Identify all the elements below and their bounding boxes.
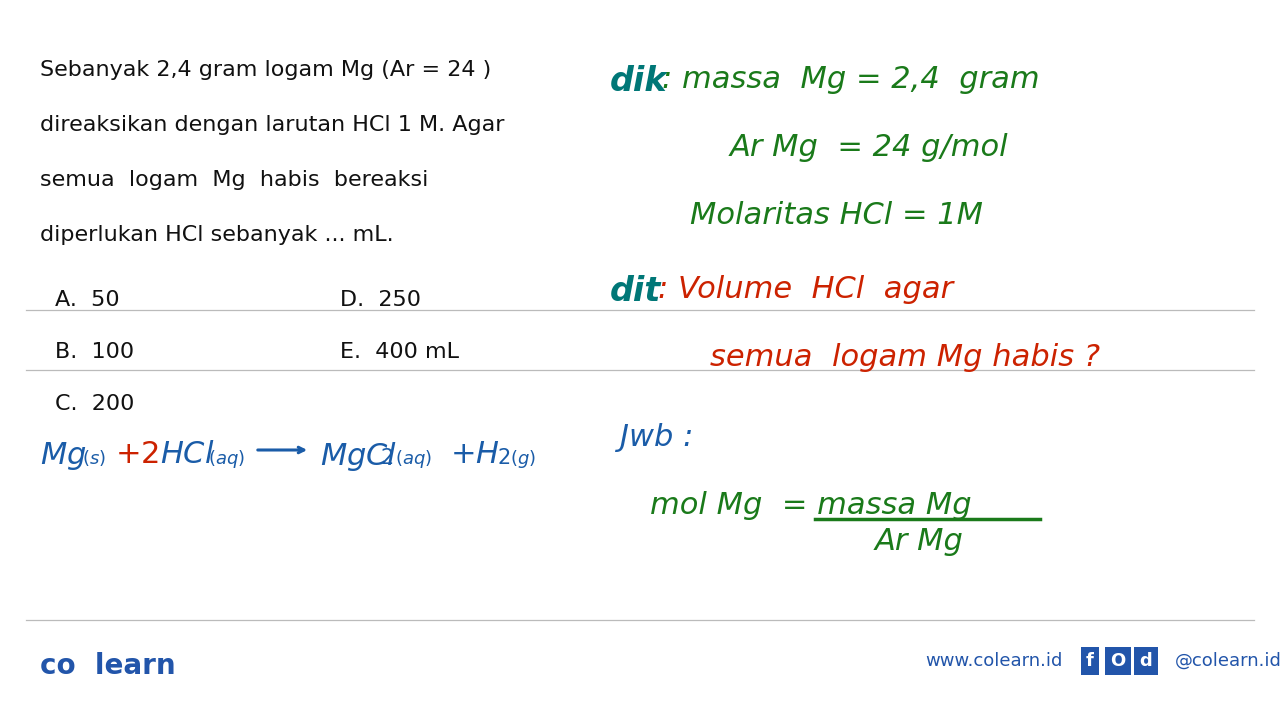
- Text: Ar Mg: Ar Mg: [876, 527, 964, 556]
- Text: www.colearn.id: www.colearn.id: [925, 652, 1062, 670]
- Text: @colearn.id: @colearn.id: [1175, 652, 1280, 670]
- Text: d: d: [1139, 652, 1152, 670]
- Text: $(aq)$: $(aq)$: [396, 448, 431, 470]
- Text: semua  logam Mg habis ?: semua logam Mg habis ?: [710, 343, 1100, 372]
- Text: Molaritas HCl = 1M: Molaritas HCl = 1M: [690, 201, 983, 230]
- Text: A.  50: A. 50: [55, 290, 119, 310]
- Text: semua  logam  Mg  habis  bereaksi: semua logam Mg habis bereaksi: [40, 170, 429, 190]
- Text: $(g)$: $(g)$: [509, 448, 536, 470]
- Text: $\mathit{Mg}$: $\mathit{Mg}$: [40, 440, 87, 472]
- Text: Sebanyak 2,4 gram logam Mg (Ar = 24 ): Sebanyak 2,4 gram logam Mg (Ar = 24 ): [40, 60, 492, 80]
- Text: Ar Mg  = 24 g/mol: Ar Mg = 24 g/mol: [730, 133, 1009, 162]
- Text: : Volume  HCl  agar: : Volume HCl agar: [658, 275, 954, 304]
- Text: $+$: $+$: [451, 440, 475, 469]
- Text: $+$: $+$: [115, 440, 140, 469]
- Text: D.  250: D. 250: [340, 290, 421, 310]
- Text: $\mathit{2}$: $\mathit{2}$: [380, 448, 393, 468]
- Text: direaksikan dengan larutan HCl 1 M. Agar: direaksikan dengan larutan HCl 1 M. Agar: [40, 115, 504, 135]
- Text: E.  400 mL: E. 400 mL: [340, 342, 460, 362]
- Text: C.  200: C. 200: [55, 394, 134, 414]
- Text: $(s)$: $(s)$: [82, 448, 106, 468]
- Text: Jwb :: Jwb :: [620, 423, 694, 452]
- Text: $\mathit{2}$: $\mathit{2}$: [140, 440, 159, 469]
- Text: $\mathit{2}$: $\mathit{2}$: [497, 448, 511, 468]
- Text: mol Mg  = massa Mg: mol Mg = massa Mg: [650, 491, 972, 520]
- Text: dit: dit: [611, 275, 662, 308]
- Text: $(aq)$: $(aq)$: [207, 448, 244, 470]
- Text: $\mathit{HCl}$: $\mathit{HCl}$: [160, 440, 215, 469]
- Text: : massa  Mg = 2,4  gram: : massa Mg = 2,4 gram: [662, 65, 1039, 94]
- Text: B.  100: B. 100: [55, 342, 134, 362]
- Text: $\mathit{H}$: $\mathit{H}$: [475, 440, 499, 469]
- Text: diperlukan HCl sebanyak ... mL.: diperlukan HCl sebanyak ... mL.: [40, 225, 394, 245]
- Text: O: O: [1110, 652, 1125, 670]
- Text: f: f: [1085, 652, 1094, 670]
- Text: co  learn: co learn: [40, 652, 175, 680]
- Text: $\mathit{MgCl}$: $\mathit{MgCl}$: [320, 440, 397, 473]
- Text: dik: dik: [611, 65, 668, 98]
